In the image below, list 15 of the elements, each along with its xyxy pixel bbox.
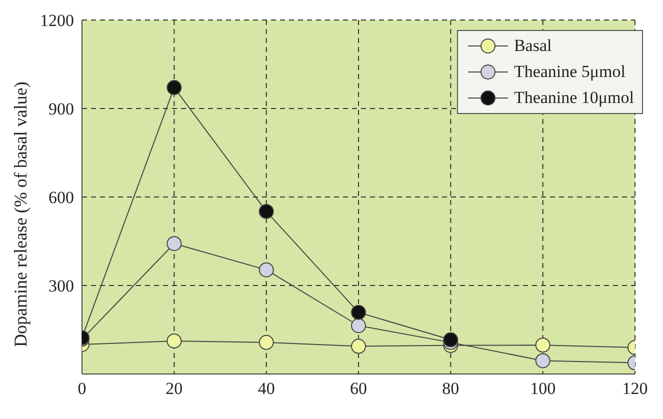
x-tick-label: 40 (258, 379, 275, 398)
x-tick-label: 60 (350, 379, 367, 398)
legend-label: Basal (514, 36, 552, 56)
x-tick-label: 100 (530, 379, 556, 398)
y-tick-label: 1200 (40, 11, 74, 30)
x-tick-label: 120 (622, 379, 648, 398)
x-tick-label: 0 (78, 379, 86, 398)
y-axis-title: Dopamine release (% of basal value) (10, 82, 30, 347)
y-tick-label: 300 (48, 276, 74, 296)
y-tick-label: 900 (48, 100, 74, 119)
legend-label: Theanine 5μmol (514, 62, 626, 82)
x-tick-label: 20 (166, 379, 183, 398)
legend-label: Theanine 10μmol (514, 88, 634, 108)
y-tick-label: 600 (48, 188, 74, 208)
x-tick-label: 80 (442, 379, 460, 398)
